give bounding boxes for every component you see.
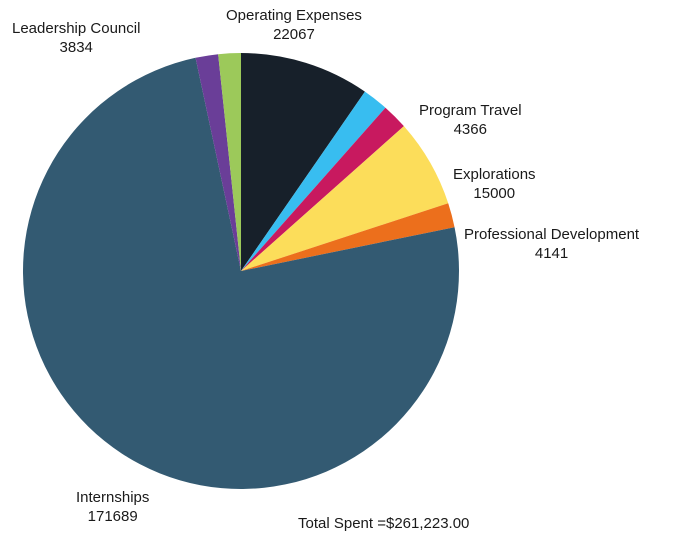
pie-slice-operating-expenses <box>241 53 365 271</box>
pie-slice-professional-development <box>241 203 455 271</box>
label-leadership-council: Leadership Council 3834 <box>12 19 140 57</box>
pie-slices <box>22 53 459 489</box>
label-explorations-value: 15000 <box>473 185 516 202</box>
label-internships-value: 171689 <box>87 508 138 525</box>
pie-slice-program-travel <box>241 91 386 272</box>
label-program-travel-name: Program Travel <box>419 102 522 119</box>
pie-slice-unlabeled-6 <box>195 54 241 272</box>
label-leadership-council-value: 3834 <box>59 39 93 56</box>
label-operating-expenses-value: 22067 <box>273 26 315 43</box>
label-professional-development-name: Professional Development <box>464 226 640 243</box>
label-internships-name: Internships <box>76 489 150 506</box>
label-professional-development-value: 4141 <box>534 245 569 262</box>
total-spent-label: Total Spent =$261,223.00 <box>298 515 470 532</box>
pie-slice-unlabeled-2 <box>241 107 404 271</box>
pie-slice-leadership-council <box>218 53 241 271</box>
label-explorations-name: Explorations <box>453 166 536 183</box>
label-professional-development: Professional Development 4141 <box>464 225 639 263</box>
label-explorations: Explorations 15000 <box>453 165 536 203</box>
label-program-travel: Program Travel 4366 <box>419 101 522 139</box>
label-operating-expenses: Operating Expenses 22067 <box>226 6 362 44</box>
label-operating-expenses-name: Operating Expenses <box>226 7 362 24</box>
pie-slice-explorations <box>241 126 449 271</box>
pie-slice-internships <box>22 57 459 489</box>
label-program-travel-value: 4366 <box>453 121 487 138</box>
label-leadership-council-name: Leadership Council <box>12 20 141 37</box>
label-internships: Internships 171689 <box>76 488 149 526</box>
